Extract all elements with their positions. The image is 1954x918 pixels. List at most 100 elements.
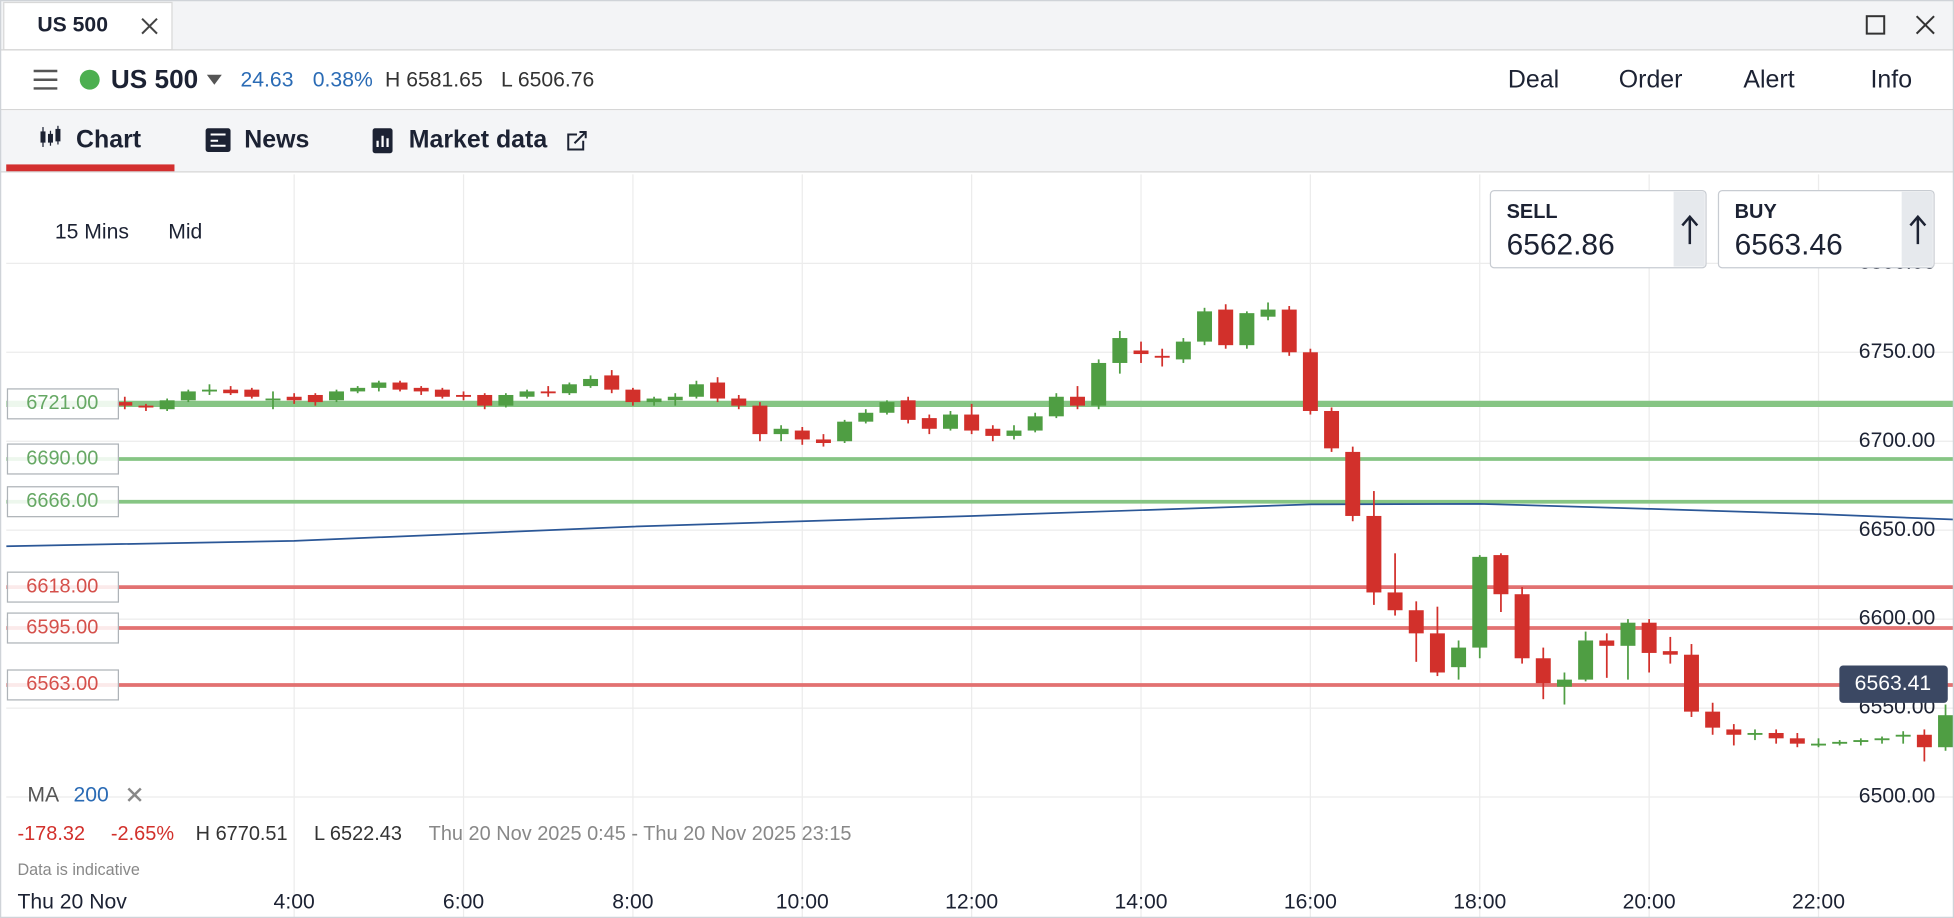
candle-body — [1493, 555, 1509, 595]
dropdown[interactable] — [206, 74, 222, 85]
change-pct: 0.38% — [313, 69, 373, 92]
action-button[interactable]: Info — [1871, 66, 1913, 94]
market-data-icon-bars — [376, 135, 389, 147]
candle-body — [1726, 729, 1742, 735]
candle-body — [1451, 647, 1467, 668]
level-label: 6690.00 — [26, 447, 98, 469]
interval[interactable]: 15 Mins — [55, 221, 129, 244]
candle-body — [223, 389, 239, 394]
period-high: H 6770.51 — [196, 823, 288, 845]
candle-body — [710, 382, 726, 399]
level-label-box — [6, 388, 120, 420]
action-button[interactable]: Order — [1619, 66, 1683, 94]
x-tick-label: 22:00 — [1792, 891, 1845, 914]
buy-box[interactable]: BUY 6563.46 — [1717, 189, 1935, 269]
candle-body — [1683, 654, 1699, 712]
candle-body — [1747, 732, 1763, 735]
x-tick-label: 16:00 — [1284, 891, 1337, 914]
x-tick-label: 12:00 — [945, 891, 998, 914]
candle-body — [688, 384, 704, 397]
candle-body — [1556, 679, 1572, 687]
candle-body — [752, 405, 768, 435]
candle-body — [307, 394, 323, 403]
candle-body — [1662, 651, 1678, 655]
price-type[interactable]: Mid — [168, 221, 202, 244]
x-tick-label: 8:00 — [612, 891, 653, 914]
candle-body — [1239, 313, 1255, 346]
candle-body — [794, 430, 810, 440]
indicator-period: 200 — [74, 784, 109, 807]
candle-body — [1620, 622, 1636, 646]
tab[interactable] — [3, 1, 173, 51]
candle-body — [561, 384, 577, 394]
market-status — [79, 69, 100, 90]
candle-body — [1768, 732, 1784, 739]
moving-average — [6, 502, 1954, 548]
level-label-box — [6, 612, 120, 644]
remove-indicator[interactable] — [127, 787, 142, 802]
candle-body — [1641, 622, 1657, 653]
tab-row — [0, 110, 1954, 172]
candle-body — [434, 389, 450, 397]
action-button[interactable]: Alert — [1743, 66, 1794, 94]
candle-body — [1218, 309, 1234, 346]
candle-body — [900, 400, 916, 420]
candle-body — [1472, 556, 1488, 648]
candle-body — [583, 378, 599, 387]
candle-body — [286, 396, 302, 401]
tab-market-data[interactable]: Market data — [409, 125, 549, 153]
candle-body — [1302, 352, 1318, 411]
tab-chart[interactable]: Chart — [76, 125, 141, 153]
candle-body — [1154, 355, 1170, 358]
candle-body — [1874, 738, 1890, 741]
candle-body — [879, 402, 895, 413]
period-range: Thu 20 Nov 2025 0:45 - Thu 20 Nov 2025 2… — [429, 823, 852, 845]
instrument[interactable]: US 500 — [111, 64, 198, 94]
period-low: L 6522.43 — [314, 823, 402, 845]
candle-body — [1429, 633, 1445, 673]
candle-body — [1895, 734, 1911, 737]
candle-body — [1027, 416, 1043, 431]
level-label-box — [6, 486, 120, 518]
y-tick-label: 6650.00 — [1859, 518, 1936, 541]
day-low: L 6506.76 — [501, 69, 594, 92]
level-label-box — [6, 443, 120, 475]
tab-news[interactable]: News — [244, 125, 309, 153]
candle-body — [815, 439, 831, 444]
close-window[interactable] — [1915, 15, 1935, 35]
level-label: 6563.00 — [26, 673, 98, 695]
candle-body — [329, 391, 344, 401]
candle-body — [117, 402, 133, 406]
sell-box[interactable]: SELL 6562.86 — [1489, 189, 1707, 269]
close-tab[interactable] — [141, 17, 158, 35]
candle-body — [371, 382, 387, 388]
buy-label: BUY — [1735, 201, 1777, 223]
candle-body — [138, 405, 154, 408]
last-price-label: 6563.41 — [1855, 672, 1932, 695]
candle-body — [498, 394, 514, 406]
candle-body — [1811, 743, 1826, 746]
candle-body — [964, 414, 980, 431]
candle-body — [159, 400, 175, 410]
candle-body — [1091, 362, 1107, 406]
sell-button[interactable] — [1489, 189, 1707, 269]
toolbar — [0, 51, 1954, 110]
candle-body — [985, 428, 1001, 436]
buy-button[interactable] — [1717, 189, 1935, 269]
y-tick-label: 6750.00 — [1859, 340, 1936, 363]
maximize[interactable] — [1865, 15, 1886, 35]
action-button[interactable]: Deal — [1508, 66, 1559, 94]
grid — [6, 174, 1954, 918]
menu-icon[interactable] — [33, 69, 58, 90]
x-tick-label: 6:00 — [443, 891, 484, 914]
sell-price: 6562.86 — [1507, 229, 1615, 262]
candle-body — [180, 391, 196, 401]
date-bg — [6, 888, 141, 917]
sell-label: SELL — [1507, 201, 1558, 223]
day-high: H 6581.65 — [385, 69, 483, 92]
date-label: Thu 20 Nov — [17, 891, 127, 914]
candle-body — [837, 421, 853, 442]
chart-icon — [40, 125, 61, 147]
candle-body — [540, 391, 556, 394]
axis-labels: 6500.006550.006600.006650.006700.006750.… — [6, 251, 1948, 914]
